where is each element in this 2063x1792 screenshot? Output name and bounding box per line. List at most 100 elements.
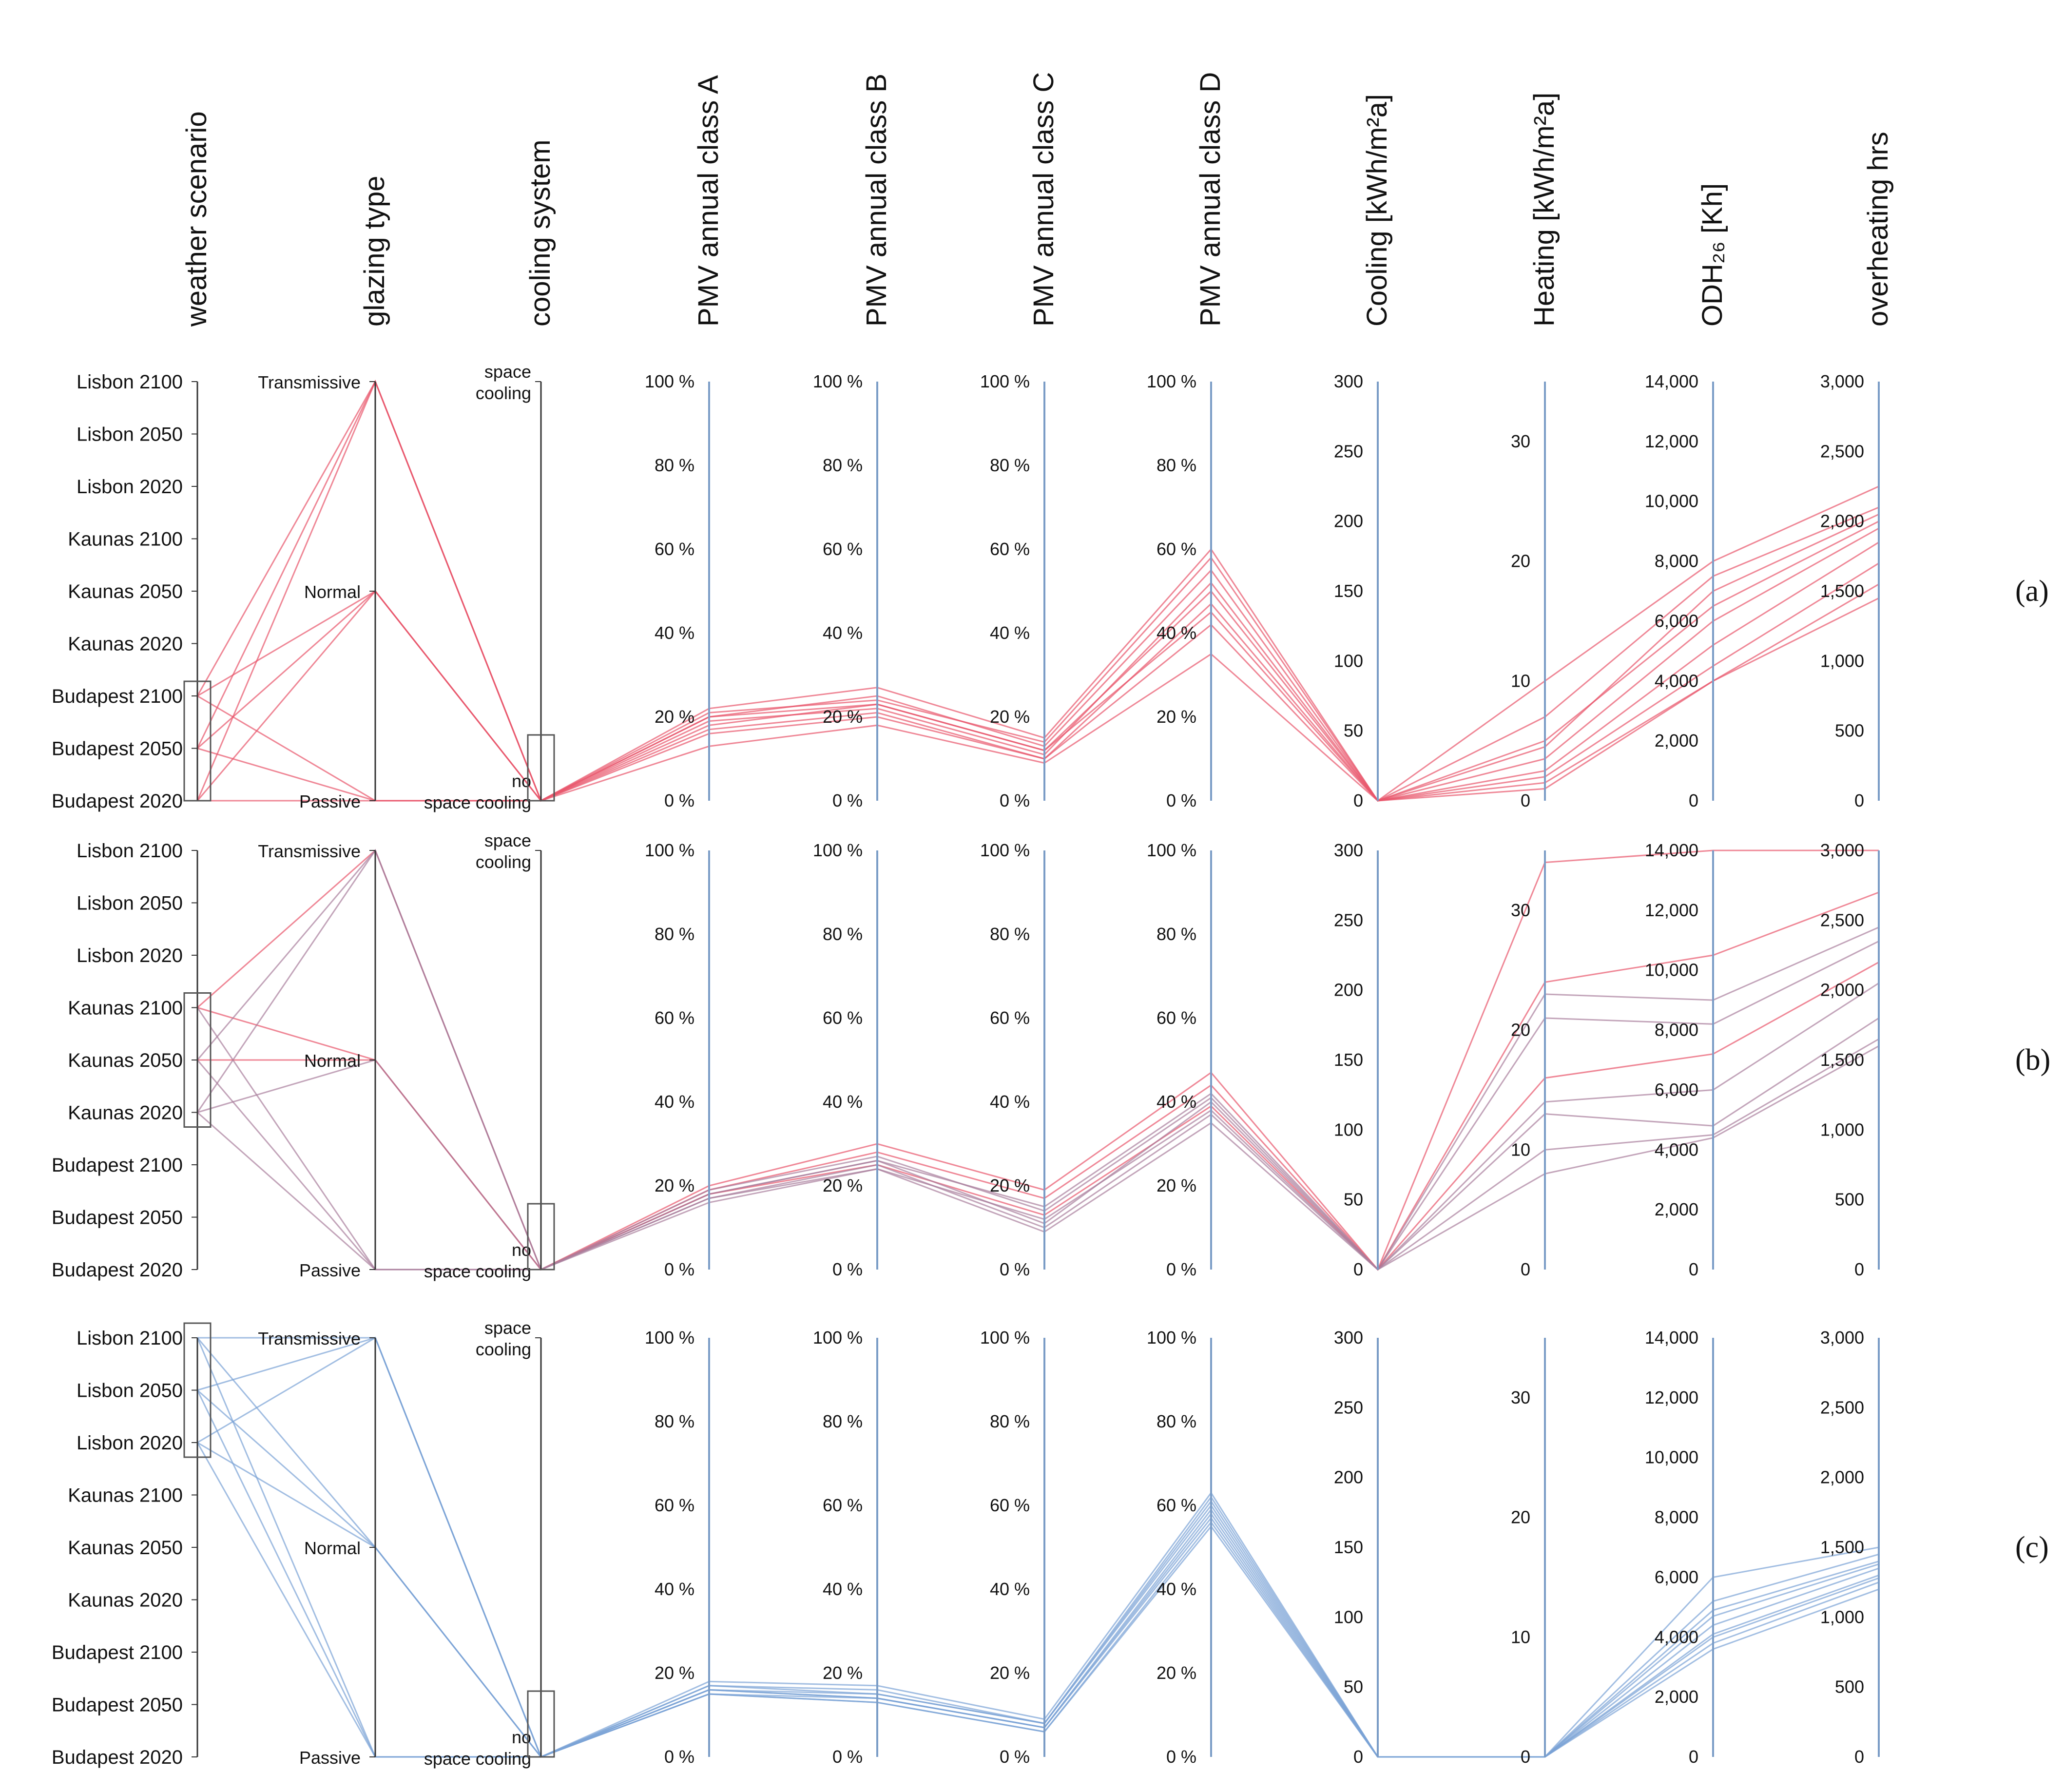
series-line-4 <box>197 1337 1879 1758</box>
tick-label: 20 % <box>1157 707 1196 727</box>
tick-label: 60 % <box>655 1495 694 1515</box>
tick-label: 40 % <box>990 1579 1030 1599</box>
tick-label: 2,500 <box>1820 441 1864 461</box>
brush-weather[interactable] <box>183 1322 212 1458</box>
tick-label: 50 <box>1344 721 1363 741</box>
tick-label: 1,000 <box>1820 1607 1864 1627</box>
tick-label: 3,000 <box>1820 371 1864 391</box>
series-line-1 <box>196 380 1879 802</box>
tick-label: 12,000 <box>1645 900 1698 920</box>
tick-label: 0 % <box>1000 790 1030 810</box>
category-label-budapest-2020: Budapest 2020 <box>52 790 183 812</box>
panel-b: Lisbon 2100 Lisbon 2050 Lisbon 2020 Kaunas … <box>52 830 2050 1281</box>
tick-label: 10,000 <box>1645 491 1698 511</box>
category-label-budapest-2100: Budapest 2100 <box>52 686 183 707</box>
axis-overheat: 0 500 1,000 1,500 2,000 2,500 3,000 <box>1820 840 1880 1279</box>
tick-label: 100 % <box>1147 840 1196 860</box>
axis-heat-e: 0 10 20 30 <box>1511 850 1546 1279</box>
series-line-4 <box>196 380 1879 802</box>
tick-label: 60 % <box>990 539 1030 559</box>
tick-label: 4,000 <box>1655 1139 1698 1159</box>
axis-pmv-b: 0 % 20 % 40 % 60 % 80 % 100 % <box>813 840 878 1279</box>
series-line-7 <box>196 380 1879 802</box>
axis-pmv-d: 0 % 20 % 40 % 60 % 80 % 100 % <box>1147 840 1212 1279</box>
brush-cooling-sys[interactable] <box>527 1203 555 1271</box>
tick-label: 40 % <box>655 1092 694 1112</box>
category-label-kaunas-2050: Kaunas 2050 <box>68 581 183 602</box>
category-label-space-cooling: space cooling <box>476 362 531 403</box>
tick-label: 100 <box>1334 1607 1363 1627</box>
tick-label: 40 % <box>1157 1092 1196 1112</box>
tick-label: 80 % <box>1157 1411 1196 1431</box>
tick-label: 300 <box>1334 840 1363 860</box>
tick-label: 80 % <box>990 924 1030 944</box>
panel-label: (a) <box>2015 575 2049 608</box>
brush-weather[interactable] <box>183 680 212 802</box>
tick-label: 2,000 <box>1820 511 1864 531</box>
tick-label: 0 <box>1689 1259 1698 1279</box>
category-label-passive: Passive <box>299 791 361 811</box>
tick-label: 20 % <box>655 1175 694 1195</box>
category-label-budapest-2050: Budapest 2050 <box>52 1207 183 1229</box>
category-label-lisbon-2100: Lisbon 2100 <box>77 840 183 862</box>
axis-header-pmv-a: PMV annual class A <box>693 75 724 327</box>
tick-label: 1,000 <box>1820 1119 1864 1139</box>
brush-cooling-sys[interactable] <box>527 1690 555 1758</box>
tick-label: 40 % <box>655 623 694 643</box>
tick-label: 20 <box>1511 551 1530 571</box>
tick-label: 80 % <box>990 1411 1030 1431</box>
category-label-lisbon-2050: Lisbon 2050 <box>77 1380 183 1402</box>
tick-label: 12,000 <box>1645 431 1698 451</box>
category-label-kaunas-2100: Kaunas 2100 <box>68 998 183 1019</box>
axis-headers: weather scenario glazing type cooling syst… <box>181 72 1894 327</box>
tick-label: 80 % <box>1157 924 1196 944</box>
tick-label: 250 <box>1334 910 1363 930</box>
tick-label: 500 <box>1835 1677 1864 1697</box>
category-label-passive: Passive <box>299 1748 361 1768</box>
series-line-1 <box>197 1337 1879 1758</box>
tick-label: 50 <box>1344 1677 1363 1697</box>
brush-cooling-sys[interactable] <box>527 734 555 802</box>
tick-label: 60 % <box>1157 1495 1196 1515</box>
category-label-lisbon-2020: Lisbon 2020 <box>77 1432 183 1454</box>
tick-label: 10,000 <box>1645 960 1698 980</box>
tick-label: 250 <box>1334 441 1363 461</box>
category-label-lisbon-2020: Lisbon 2020 <box>77 945 183 966</box>
category-label-kaunas-2020: Kaunas 2020 <box>68 1102 183 1124</box>
tick-label: 0 % <box>1166 1259 1196 1279</box>
category-label-transmissive: Transmissive <box>258 841 361 861</box>
series-line-9 <box>196 1442 1879 1758</box>
tick-label: 0 <box>1521 1259 1530 1279</box>
tick-label: 2,000 <box>1820 1467 1864 1487</box>
brush-weather[interactable] <box>183 992 212 1128</box>
tick-label: 80 % <box>1157 455 1196 475</box>
tick-label: 20 % <box>1157 1175 1196 1195</box>
tick-label: 20 % <box>990 707 1030 727</box>
tick-label: 60 % <box>990 1008 1030 1028</box>
tick-label: 40 % <box>1157 623 1196 643</box>
tick-label: 4,000 <box>1655 671 1698 691</box>
category-label-no-space-cooling: no space cooling <box>424 1240 531 1281</box>
tick-label: 60 % <box>655 539 694 559</box>
category-label-normal: Normal <box>304 1538 361 1558</box>
series-lines <box>196 380 1879 802</box>
tick-label: 40 % <box>990 1092 1030 1112</box>
category-label-budapest-2100: Budapest 2100 <box>52 1155 183 1176</box>
axis-glazing: Transmissive Normal Passive <box>258 841 376 1280</box>
tick-label: 100 % <box>645 371 694 391</box>
category-label-passive: Passive <box>299 1260 361 1280</box>
series-line-8 <box>197 1442 1879 1758</box>
axis-odh: 0 2,000 4,000 6,000 8,000 10,000 12,000 14,000 <box>1645 371 1714 810</box>
tick-label: 20 <box>1511 1507 1530 1527</box>
tick-label: 100 % <box>980 371 1030 391</box>
tick-label: 0 % <box>664 790 694 810</box>
axis-odh: 0 2,000 4,000 6,000 8,000 10,000 12,000 14,000 <box>1645 840 1714 1279</box>
series-lines <box>196 1336 1879 1758</box>
axis-odh: 0 2,000 4,000 6,000 8,000 10,000 12,000 14,000 <box>1645 1328 1714 1767</box>
axis-cooling-sys: space cooling no space cooling <box>424 1318 542 1769</box>
category-label-space-cooling: space cooling <box>476 1318 531 1359</box>
axis-pmv-a: 0 % 20 % 40 % 60 % 80 % 100 % <box>645 1328 710 1767</box>
category-label-transmissive: Transmissive <box>258 372 361 392</box>
tick-label: 1,000 <box>1820 651 1864 671</box>
series-line-1 <box>197 849 1879 1271</box>
